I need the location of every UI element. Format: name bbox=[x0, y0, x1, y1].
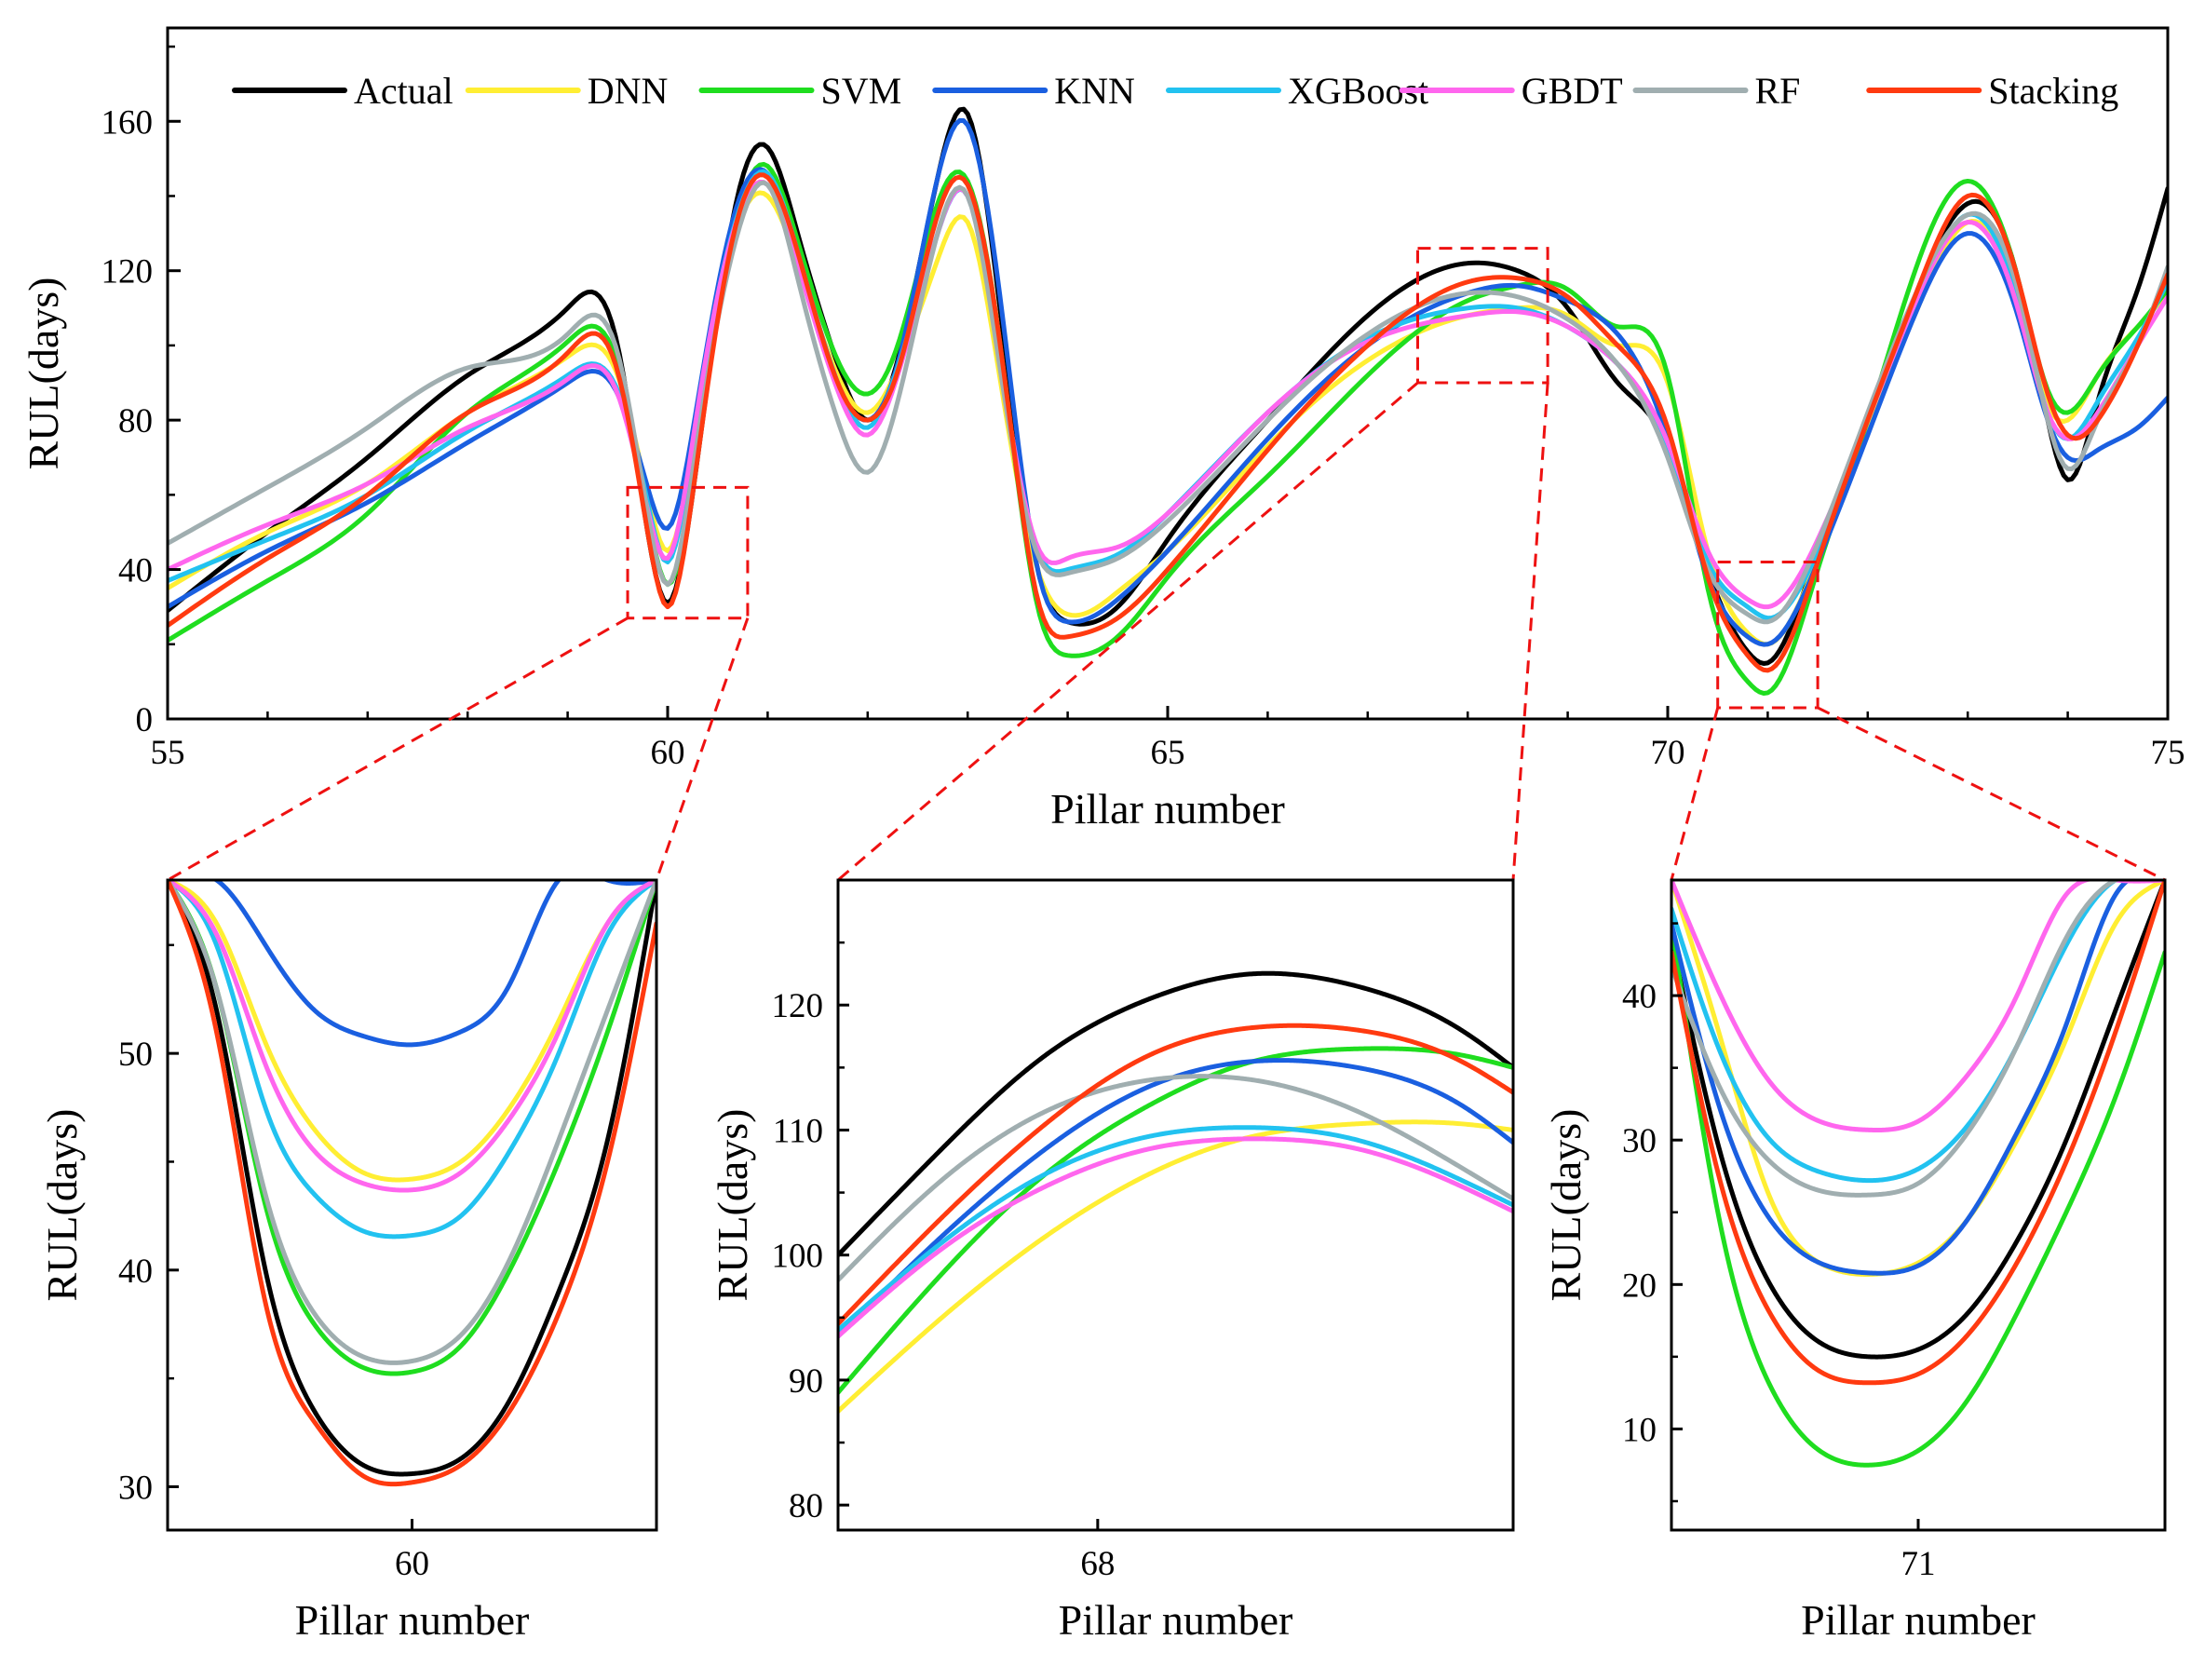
y-tick-label: 10 bbox=[1622, 1411, 1657, 1449]
x-axis-title: Pillar number bbox=[295, 1596, 530, 1644]
x-tick-label: 60 bbox=[651, 734, 685, 772]
y-tick-label: 40 bbox=[118, 552, 153, 590]
y-tick-label: 30 bbox=[1622, 1122, 1657, 1160]
y-axis-title: RUL(days) bbox=[20, 278, 67, 470]
series-line-knn bbox=[838, 1058, 1513, 1339]
series-line-stacking bbox=[838, 1023, 1513, 1327]
legend-label-actual: Actual bbox=[354, 70, 453, 112]
x-tick-label: 70 bbox=[1651, 734, 1685, 772]
zoom-box-2 bbox=[1416, 247, 1549, 385]
series-line-svm bbox=[1671, 921, 2165, 1468]
y-tick-label: 40 bbox=[118, 1253, 153, 1291]
legend-label-svm: SVM bbox=[821, 70, 902, 112]
series-line-stacking bbox=[1671, 880, 2165, 1386]
x-axis-title: Pillar number bbox=[1059, 1596, 1293, 1644]
legend-label-knn: KNN bbox=[1054, 70, 1135, 112]
x-tick-label: 68 bbox=[1080, 1545, 1115, 1583]
series-line-actual bbox=[1671, 880, 2165, 1360]
series-line-xgboost bbox=[168, 880, 656, 1240]
y-tick-label: 120 bbox=[772, 987, 824, 1025]
series-line-svm bbox=[838, 1046, 1513, 1395]
series-line-rf bbox=[1671, 880, 2165, 1198]
y-tick-label: 160 bbox=[101, 103, 154, 142]
zoom-connector-right-2 bbox=[1511, 382, 1549, 881]
x-tick-label: 60 bbox=[395, 1545, 429, 1583]
zoom-connectors bbox=[167, 381, 2166, 882]
zoom-chart-pillar-71: 71 10 20 30 40 Pillar number RUL(days) bbox=[1542, 878, 2167, 1644]
y-tick-label: 30 bbox=[118, 1469, 153, 1507]
x-tick-label: 75 bbox=[2151, 734, 2185, 772]
series-line-rf bbox=[838, 1074, 1513, 1283]
y-tick-label: 0 bbox=[136, 701, 154, 739]
x-axis-title: Pillar number bbox=[1801, 1596, 2036, 1644]
y-tick-label: 50 bbox=[118, 1036, 153, 1074]
zoom-chart-pillar-68: 68 80 90 100 110 120 Pillar number RUL(days) bbox=[709, 878, 1515, 1644]
series-line-dnn bbox=[168, 880, 656, 1183]
zoom-chart-pillar-60: 60 30 40 50 Pillar number RUL(days) bbox=[38, 878, 658, 1644]
legend-label-stacking: Stacking bbox=[1988, 70, 2118, 112]
series-line-gbdt bbox=[838, 1136, 1513, 1339]
series-lines bbox=[1671, 880, 2165, 1468]
x-tick-label: 65 bbox=[1151, 734, 1185, 772]
y-tick-label: 20 bbox=[1622, 1267, 1657, 1305]
y-tick-label: 110 bbox=[773, 1112, 823, 1150]
zoom-connector-left-1 bbox=[167, 616, 629, 882]
y-tick-label: 120 bbox=[101, 253, 154, 291]
legend-label-rf: RF bbox=[1755, 70, 1801, 112]
y-axis-title: RUL(days) bbox=[38, 1109, 86, 1302]
series-line-gbdt bbox=[168, 880, 656, 1193]
y-tick-label: 80 bbox=[118, 402, 153, 440]
series-line-knn bbox=[168, 880, 656, 1048]
y-tick-label: 40 bbox=[1622, 978, 1657, 1016]
series-line-xgboost bbox=[838, 1125, 1513, 1333]
series-lines bbox=[168, 106, 2168, 697]
series-line-actual bbox=[838, 970, 1513, 1258]
y-tick-label: 80 bbox=[789, 1487, 823, 1525]
x-tick-label: 55 bbox=[151, 734, 185, 772]
zoom-connector-right-1 bbox=[655, 617, 750, 881]
legend-label-gbdt: GBDT bbox=[1522, 70, 1623, 112]
series-line-xgboost bbox=[1671, 880, 2165, 1184]
series-line-knn bbox=[1671, 880, 2165, 1276]
series-lines bbox=[838, 970, 1513, 1414]
plot-frame bbox=[836, 878, 1515, 1532]
y-axis-title: RUL(days) bbox=[1542, 1109, 1589, 1302]
x-tick-label: 71 bbox=[1901, 1545, 1936, 1583]
series-line-gbdt bbox=[1671, 880, 2165, 1133]
zoom-box-3 bbox=[1716, 561, 1819, 710]
legend-label-dnn: DNN bbox=[588, 70, 669, 112]
series-line-rf bbox=[168, 180, 2168, 625]
y-tick-label: 90 bbox=[789, 1362, 823, 1401]
y-tick-label: 100 bbox=[772, 1238, 824, 1276]
zoom-connector-left-3 bbox=[1670, 707, 1720, 881]
zoom-connector-right-3 bbox=[1817, 706, 2166, 882]
series-line-knn bbox=[168, 117, 2168, 647]
series-line-stacking bbox=[168, 880, 656, 1487]
series-line-actual bbox=[168, 880, 656, 1477]
main-chart: 55 60 65 70 75 0 40 80 120 160 Pillar number RUL(da… bbox=[20, 26, 2185, 833]
legend: Actual DNN SVM KNN XGBoost GBDT RF Stacking bbox=[232, 70, 2118, 112]
y-axis-title: RUL(days) bbox=[709, 1109, 756, 1302]
series-lines bbox=[168, 880, 656, 1487]
x-axis-title: Pillar number bbox=[1050, 785, 1285, 833]
zoom-box-1 bbox=[626, 485, 750, 620]
series-line-rf bbox=[168, 880, 656, 1365]
series-line-dnn bbox=[1671, 880, 2165, 1277]
series-line-stacking bbox=[168, 172, 2168, 673]
series-line-dnn bbox=[838, 1119, 1513, 1414]
